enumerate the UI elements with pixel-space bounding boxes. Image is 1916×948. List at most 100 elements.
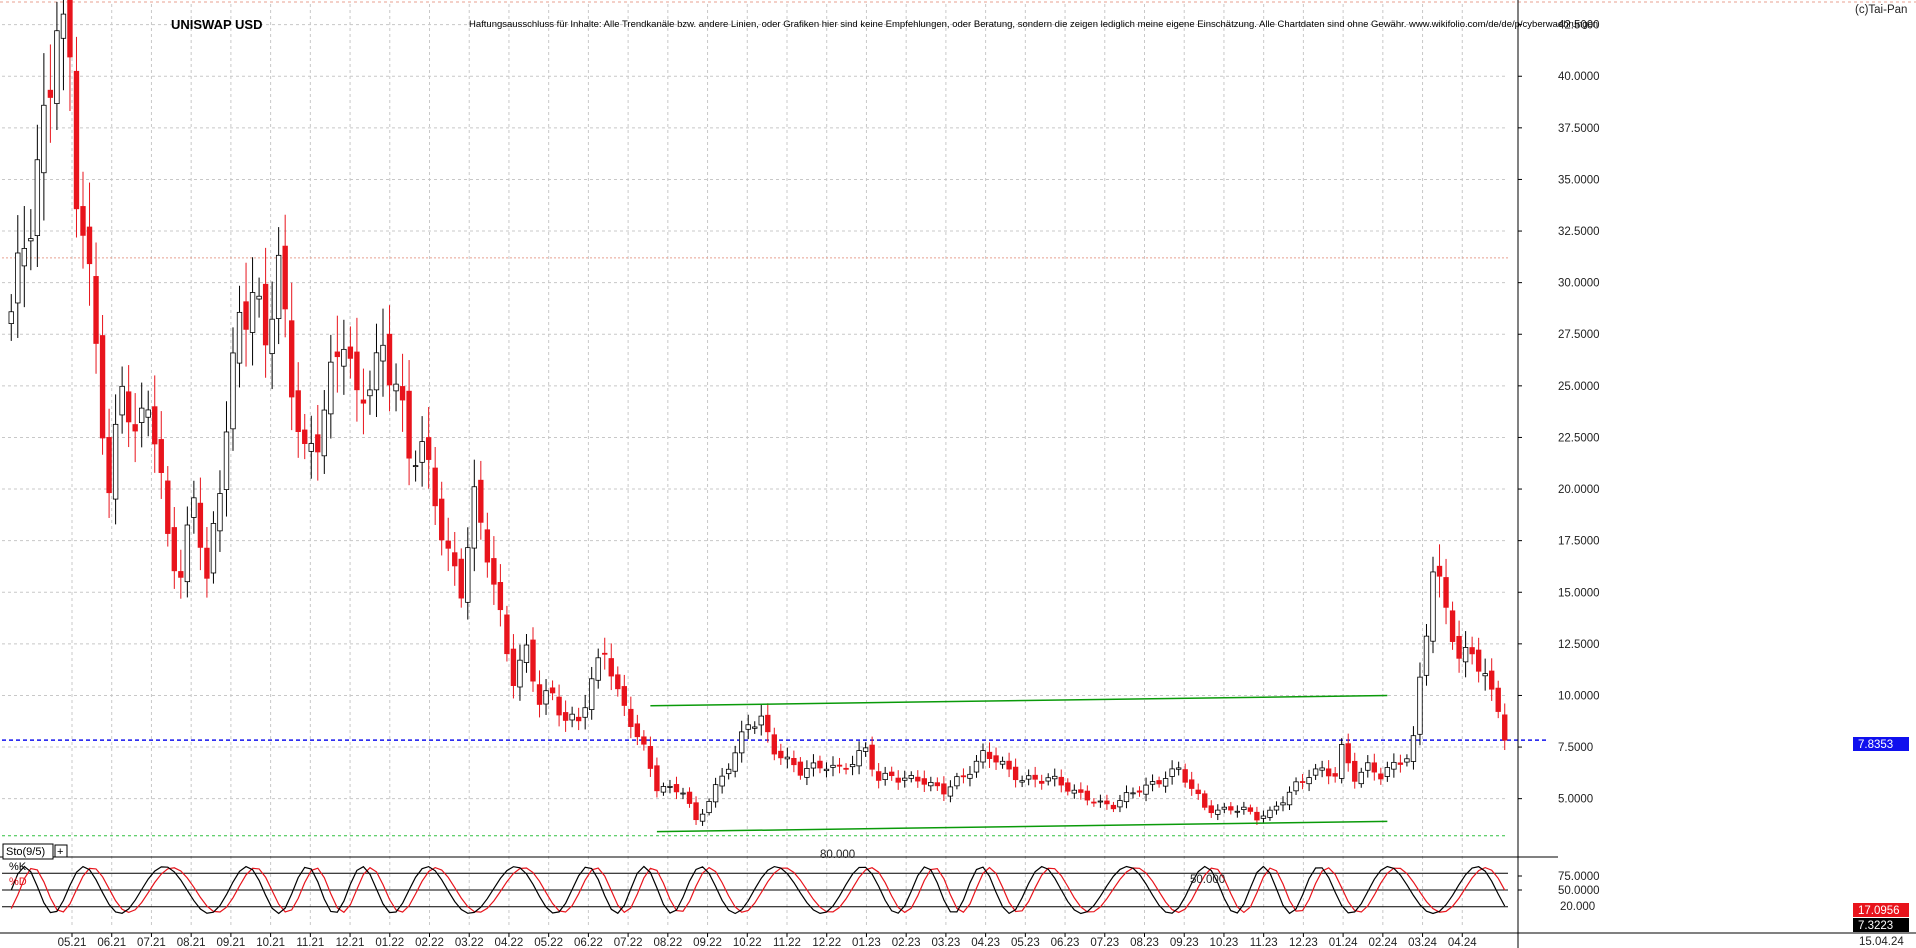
- indicator-expand-button[interactable]: [54, 844, 68, 858]
- candle-body: [158, 439, 164, 473]
- candle-body: [921, 778, 927, 785]
- candle-body: [1299, 781, 1306, 783]
- candle-body: [491, 558, 497, 585]
- candle-body: [484, 529, 491, 563]
- candle-body: [478, 479, 484, 523]
- candle-body: [647, 746, 654, 769]
- candle-body: [165, 480, 171, 534]
- candle-body: [1410, 735, 1417, 762]
- candle-body: [380, 344, 386, 362]
- candle-body: [1025, 775, 1032, 780]
- candle-body: [608, 658, 614, 677]
- candle-body: [1084, 790, 1091, 801]
- candle-body: [360, 399, 367, 404]
- candle-body: [1065, 782, 1071, 792]
- candle-body: [204, 547, 210, 579]
- candle-body: [967, 773, 973, 779]
- x-tick-label: 09.22: [693, 937, 722, 948]
- plus-icon: +: [57, 846, 63, 858]
- candle-body: [86, 226, 93, 265]
- candle-body: [1378, 773, 1384, 780]
- x-tick-label: 01.23: [852, 937, 881, 948]
- candle-body: [145, 409, 151, 418]
- candle-body: [1136, 790, 1143, 793]
- x-tick-label: 09.21: [216, 937, 245, 948]
- candle-body: [289, 320, 295, 398]
- candle-body: [999, 760, 1006, 765]
- y-tick-label: 10.0000: [1558, 690, 1600, 702]
- candle-body: [465, 547, 471, 603]
- x-tick-label: 07.21: [137, 937, 166, 948]
- x-tick-label: 06.22: [574, 937, 603, 948]
- candle-body: [1175, 767, 1182, 770]
- current-price-label: 7.8353: [1858, 739, 1893, 751]
- x-tick-label: 06.23: [1051, 937, 1080, 948]
- candle-body: [934, 782, 941, 787]
- candle-body: [243, 301, 249, 330]
- candle-body: [1228, 806, 1234, 811]
- candle-body: [882, 772, 888, 781]
- candle-body: [1260, 815, 1267, 819]
- candle-body: [621, 686, 627, 706]
- candle-body: [1489, 670, 1495, 690]
- candle-body: [504, 614, 510, 655]
- x-tick-label: 09.23: [1170, 937, 1199, 948]
- candle-body: [67, 0, 73, 58]
- candle-body: [197, 502, 204, 548]
- candle-body: [262, 283, 269, 346]
- candle-body: [1423, 635, 1430, 676]
- candle-body: [1202, 793, 1208, 808]
- candle-body: [908, 775, 914, 779]
- k-value-box: [1853, 903, 1909, 917]
- x-tick-label: 07.23: [1090, 937, 1119, 948]
- candle-body: [836, 764, 843, 767]
- trend-line-upper: [650, 694, 1388, 707]
- x-tick-label: 11.21: [296, 937, 324, 948]
- candle-body: [1045, 777, 1051, 782]
- candle-body: [184, 524, 191, 583]
- candle-body: [1280, 802, 1286, 806]
- y-tick-label: 27.5000: [1558, 329, 1600, 341]
- candle-body: [745, 724, 751, 730]
- candle-body: [810, 762, 817, 769]
- candle-body: [778, 750, 784, 759]
- candle-body: [1156, 780, 1162, 785]
- candle-body: [536, 684, 543, 705]
- candle-body: [660, 786, 667, 793]
- candle-body: [139, 407, 145, 423]
- candle-body: [210, 523, 217, 574]
- candle-body: [1273, 805, 1280, 811]
- candle-body: [1039, 780, 1045, 784]
- candle-body: [47, 89, 54, 98]
- candle-body: [8, 311, 14, 324]
- candle-body: [941, 783, 947, 795]
- candle-body: [732, 752, 738, 772]
- candle-body: [804, 768, 810, 778]
- candle-body: [93, 276, 99, 344]
- candle-body: [1215, 809, 1221, 815]
- reference-lines: [0, 1, 1916, 837]
- y-tick-label: 30.0000: [1558, 278, 1600, 290]
- stochastic-panel: [0, 856, 1558, 915]
- candle-body: [1130, 792, 1136, 795]
- candle-body: [1097, 800, 1104, 803]
- candle-body: [452, 552, 458, 567]
- candle-body: [425, 437, 432, 460]
- indicator-name: Sto(9/5): [6, 846, 45, 858]
- candle-body: [269, 318, 275, 355]
- candle-body: [1397, 762, 1404, 765]
- candle-body: [849, 764, 856, 768]
- stoch-level-80: 80.000: [820, 849, 855, 861]
- candle-body: [354, 351, 360, 391]
- candle-body: [869, 744, 875, 770]
- x-tick-label: 03.24: [1408, 937, 1437, 948]
- candle-body: [178, 571, 184, 578]
- candle-body: [986, 751, 993, 759]
- candle-body: [1443, 577, 1449, 608]
- candle-body: [132, 424, 138, 432]
- y-tick-label: 25.0000: [1558, 381, 1600, 393]
- candle-body: [1430, 571, 1436, 642]
- x-tick-label: 02.23: [892, 937, 921, 948]
- x-tick-label: 11.23: [1250, 937, 1278, 948]
- x-tick-label: 08.23: [1130, 937, 1159, 948]
